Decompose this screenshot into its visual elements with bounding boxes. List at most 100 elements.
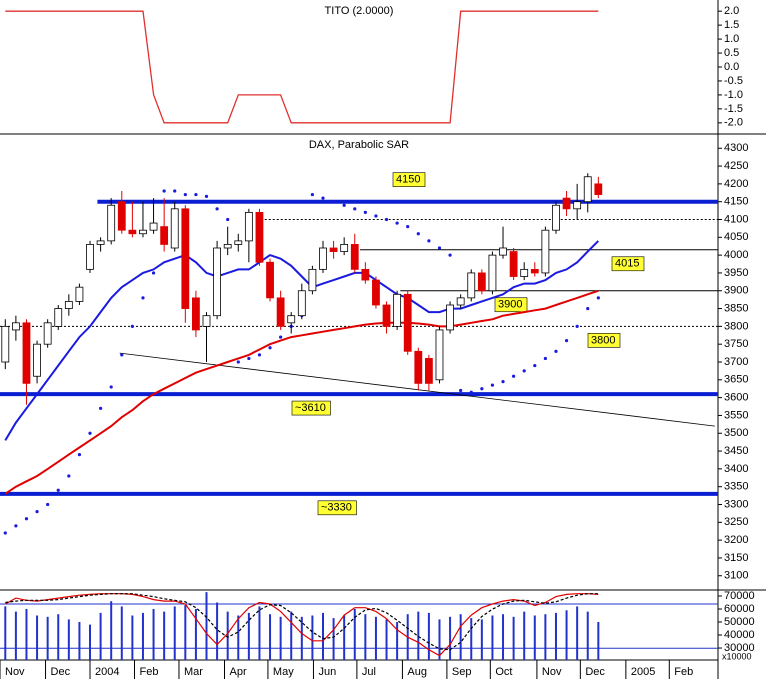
sar-dot (596, 296, 600, 300)
level-label: ~3610 (295, 402, 326, 414)
candle-body (149, 222, 158, 231)
candle-body (64, 301, 73, 309)
sar-dot (194, 192, 198, 197)
level-label: ~3330 (321, 502, 352, 514)
sar-dot (151, 271, 156, 275)
candle-body (22, 322, 31, 384)
candle-body (33, 343, 41, 377)
sar-dot (120, 353, 124, 357)
candle-body (372, 279, 380, 306)
y-tick-label: 0.0 (724, 61, 739, 73)
oscillator-line (5, 593, 599, 651)
sar-dot (331, 200, 336, 204)
candle-body (192, 297, 200, 331)
candle-body (287, 315, 296, 324)
candle-body (456, 297, 465, 306)
y-tick-label: 30000 (724, 642, 755, 654)
candle-body (403, 293, 412, 352)
sar-dot (512, 374, 516, 378)
indicator-title: TITO (2.0000) (325, 5, 394, 17)
candle-body (213, 247, 221, 317)
sar-dot (353, 207, 357, 211)
candle-body (223, 244, 232, 249)
y-tick-label: 4250 (724, 160, 748, 172)
y-tick-label: -1.0 (724, 89, 743, 101)
sar-dot (437, 246, 442, 250)
candle-body (54, 308, 63, 327)
x-tick-label: Nov (5, 666, 25, 678)
y-tick-label: 4000 (724, 249, 748, 261)
candle-body (477, 272, 486, 292)
sar-dot (162, 189, 166, 193)
y-tick-label: 2.0 (724, 5, 739, 17)
candle-body (530, 268, 539, 274)
y-tick-label: 3100 (724, 570, 748, 582)
y-tick-label: 1.0 (724, 33, 739, 45)
sar-dot (448, 253, 452, 257)
sar-dot (416, 232, 420, 236)
candle-body (382, 304, 391, 327)
sar-dot (226, 217, 230, 222)
y-tick-label: -0.5 (724, 75, 743, 87)
candle-body (350, 244, 359, 270)
sar-dot (77, 453, 82, 457)
candle-body (181, 208, 190, 309)
y-tick-label: 60000 (724, 603, 755, 615)
candle-body (446, 304, 454, 331)
sar-dot (459, 388, 463, 393)
sar-dot (384, 217, 389, 222)
y-unit: x10000 (722, 651, 752, 661)
y-tick-label: 3800 (724, 320, 748, 332)
sar-dot (564, 339, 569, 343)
level-label: 3800 (591, 334, 615, 346)
candle-body (297, 290, 306, 317)
y-tick-label: 3550 (724, 409, 748, 421)
level-label-box (392, 172, 426, 187)
candle-body (583, 176, 592, 203)
candle-body (86, 244, 94, 270)
y-tick-label: 3950 (724, 267, 748, 279)
sar-dot (173, 189, 177, 193)
y-tick-label: 3500 (724, 427, 748, 439)
moving-average (4, 289, 599, 495)
candle-body (424, 358, 433, 384)
x-tick-label: Aug (407, 666, 427, 678)
level-label-box (611, 256, 645, 272)
level-label-box (494, 297, 528, 313)
x-tick-label: Nov (542, 666, 562, 678)
y-tick-label: 4100 (724, 213, 748, 225)
y-tick-label: 3850 (724, 302, 748, 314)
candle-body (562, 197, 571, 210)
y-tick-label: 3350 (724, 481, 748, 493)
y-tick-label: 4200 (724, 178, 748, 190)
level-label: 4015 (615, 258, 639, 270)
sar-dot (374, 214, 378, 218)
candle-body (107, 204, 116, 242)
sar-dot (268, 346, 272, 350)
candle-body (308, 268, 317, 292)
sar-dot (406, 225, 410, 229)
sar-dot (109, 385, 113, 389)
y-tick-label: 1.5 (724, 19, 739, 31)
x-tick-label: Feb (674, 666, 693, 678)
sar-dot (24, 517, 29, 521)
sar-dot (130, 324, 134, 328)
sar-dot (586, 306, 590, 311)
y-tick-label: 4050 (724, 231, 748, 243)
sar-dot (183, 192, 187, 197)
sar-dot (543, 356, 547, 361)
candle-body (255, 211, 264, 263)
candle-body (43, 322, 52, 345)
sar-dot (363, 210, 367, 214)
y-tick-label: 4150 (724, 196, 748, 208)
y-tick-label: 3150 (724, 552, 748, 564)
y-tick-label: 40000 (724, 629, 755, 641)
x-tick-label: Sep (452, 666, 472, 678)
y-tick-label: 50000 (724, 616, 755, 628)
y-tick-label: 3750 (724, 338, 748, 350)
candle-body (75, 286, 84, 302)
sar-dot (575, 324, 579, 328)
y-tick-label: 3700 (724, 356, 748, 368)
y-tick-label: 4300 (724, 142, 748, 154)
